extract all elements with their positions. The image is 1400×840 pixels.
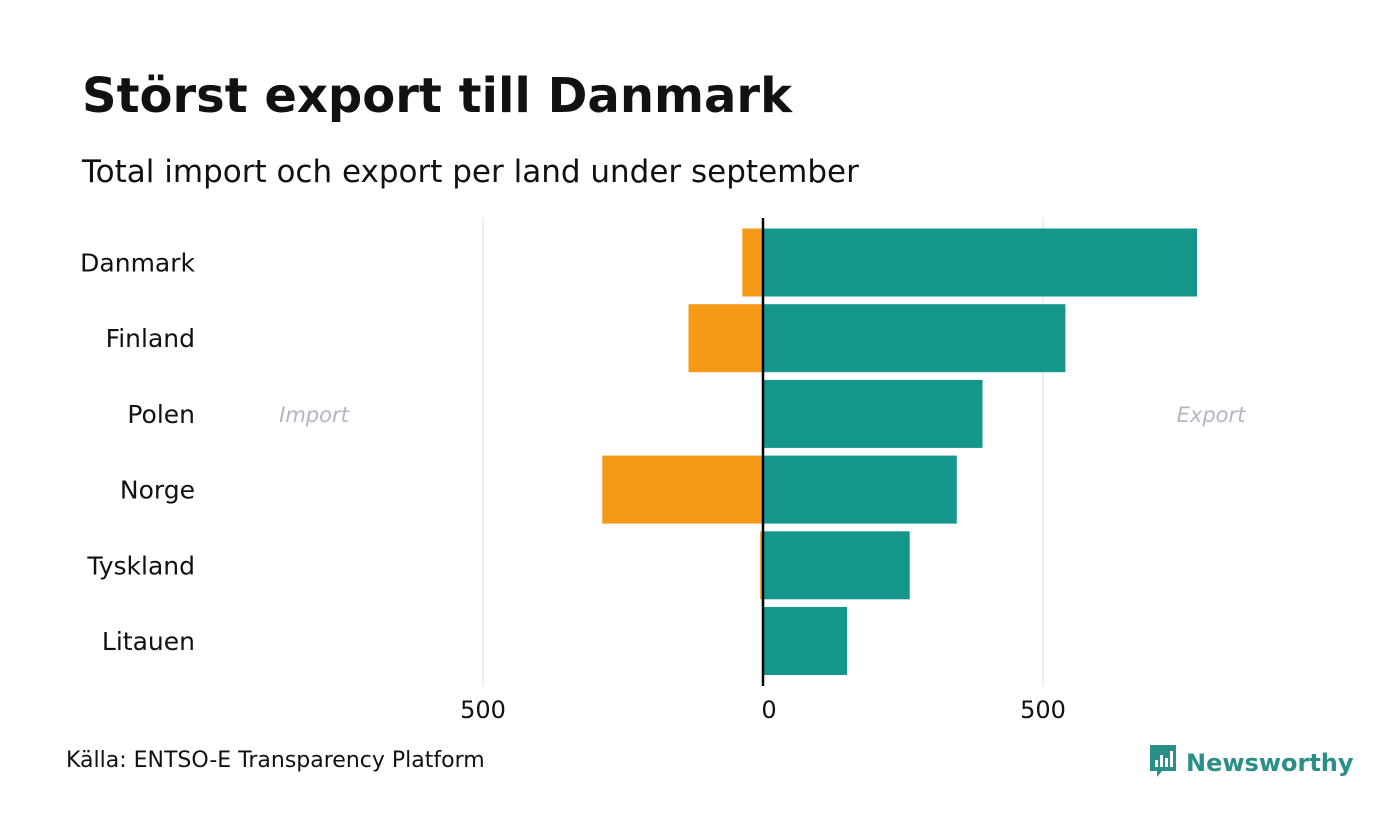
- category-label: Litauen: [102, 627, 195, 656]
- bar-chart-speech-bubble-icon: [1148, 743, 1178, 783]
- brand-name: Newsworthy: [1186, 749, 1354, 777]
- bars: [602, 228, 1197, 675]
- export-bar: [763, 607, 847, 675]
- import-bar: [760, 531, 763, 600]
- import-side-label: Import: [279, 403, 349, 427]
- brand-logo[interactable]: Newsworthy: [1148, 743, 1354, 783]
- x-tick-label: 500: [460, 696, 506, 724]
- import-bar: [742, 228, 763, 297]
- export-bar: [763, 455, 957, 524]
- category-label: Finland: [106, 324, 195, 353]
- export-bar: [763, 379, 983, 448]
- source-note: Källa: ENTSO-E Transparency Platform: [66, 748, 485, 773]
- chart-title: Störst export till Danmark: [82, 68, 792, 124]
- import-bar: [688, 304, 763, 373]
- category-label: Tyskland: [86, 551, 195, 580]
- export-side-label: Export: [1177, 403, 1247, 427]
- export-bar: [763, 228, 1197, 297]
- x-axis-ticks: 500 0 500: [460, 696, 1066, 724]
- export-bar: [763, 304, 1066, 373]
- x-tick-label: 0: [761, 696, 776, 724]
- x-tick-label: 500: [1020, 696, 1066, 724]
- category-label: Norge: [120, 476, 195, 505]
- chart-subtitle: Total import och export per land under s…: [82, 154, 859, 190]
- category-label: Danmark: [80, 249, 195, 278]
- export-bar: [763, 531, 910, 600]
- category-label: Polen: [127, 400, 195, 429]
- diverging-bar-chart: DanmarkFinlandPolenNorgeTysklandLitauen …: [80, 218, 1247, 724]
- import-bar: [602, 455, 763, 524]
- category-labels: Danmark Finland Polen Norge Tyskland Litauen: [80, 249, 195, 657]
